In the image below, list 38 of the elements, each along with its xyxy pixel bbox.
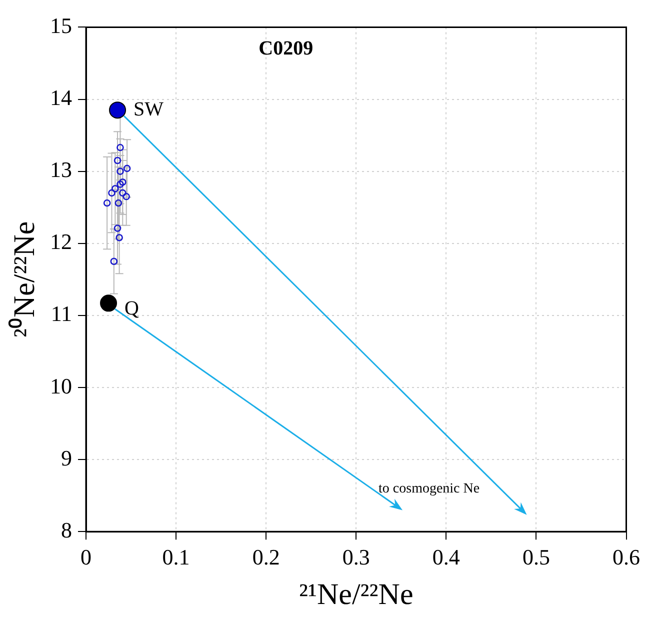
y-tick-label: 13 [50,157,72,182]
x-tick-label: 0.1 [162,544,190,570]
point [123,164,131,172]
x-axis-title: ²¹Ne/²²Ne [298,578,414,611]
annotation: Q [124,297,140,320]
point [116,234,123,242]
point [116,168,124,175]
y-tick-label: 10 [50,373,72,398]
point [109,102,126,119]
y-axis-title: ²⁰Ne/²²Ne [8,221,41,338]
point [122,192,130,200]
text: C0209 [258,37,314,60]
y-tick-label: 14 [50,85,72,110]
x-tick-label: 0.3 [342,544,370,570]
x-tick-label: 0.2 [252,544,280,570]
y-tick-label: 12 [50,229,72,254]
y-tick-label: 8 [61,517,72,542]
x-tick-label: 0 [80,544,92,570]
point [114,156,122,164]
point [103,199,111,207]
y-tick-label: 15 [50,12,72,38]
point [108,189,116,197]
annotation: SW [134,98,164,120]
point [116,144,124,152]
point [114,224,122,232]
point [112,184,119,192]
point [114,199,122,207]
x-tick-label: 0.6 [612,544,640,570]
point [118,189,126,197]
point [100,294,118,312]
y-tick-label: 9 [61,445,72,470]
annotation: to cosmogenic Ne [378,481,480,496]
y-tick-label: 11 [50,301,72,326]
point [116,180,124,188]
point [118,178,126,186]
x-tick-label: 0.5 [522,544,550,570]
x-tick-label: 0.4 [432,544,460,570]
point [110,258,118,266]
